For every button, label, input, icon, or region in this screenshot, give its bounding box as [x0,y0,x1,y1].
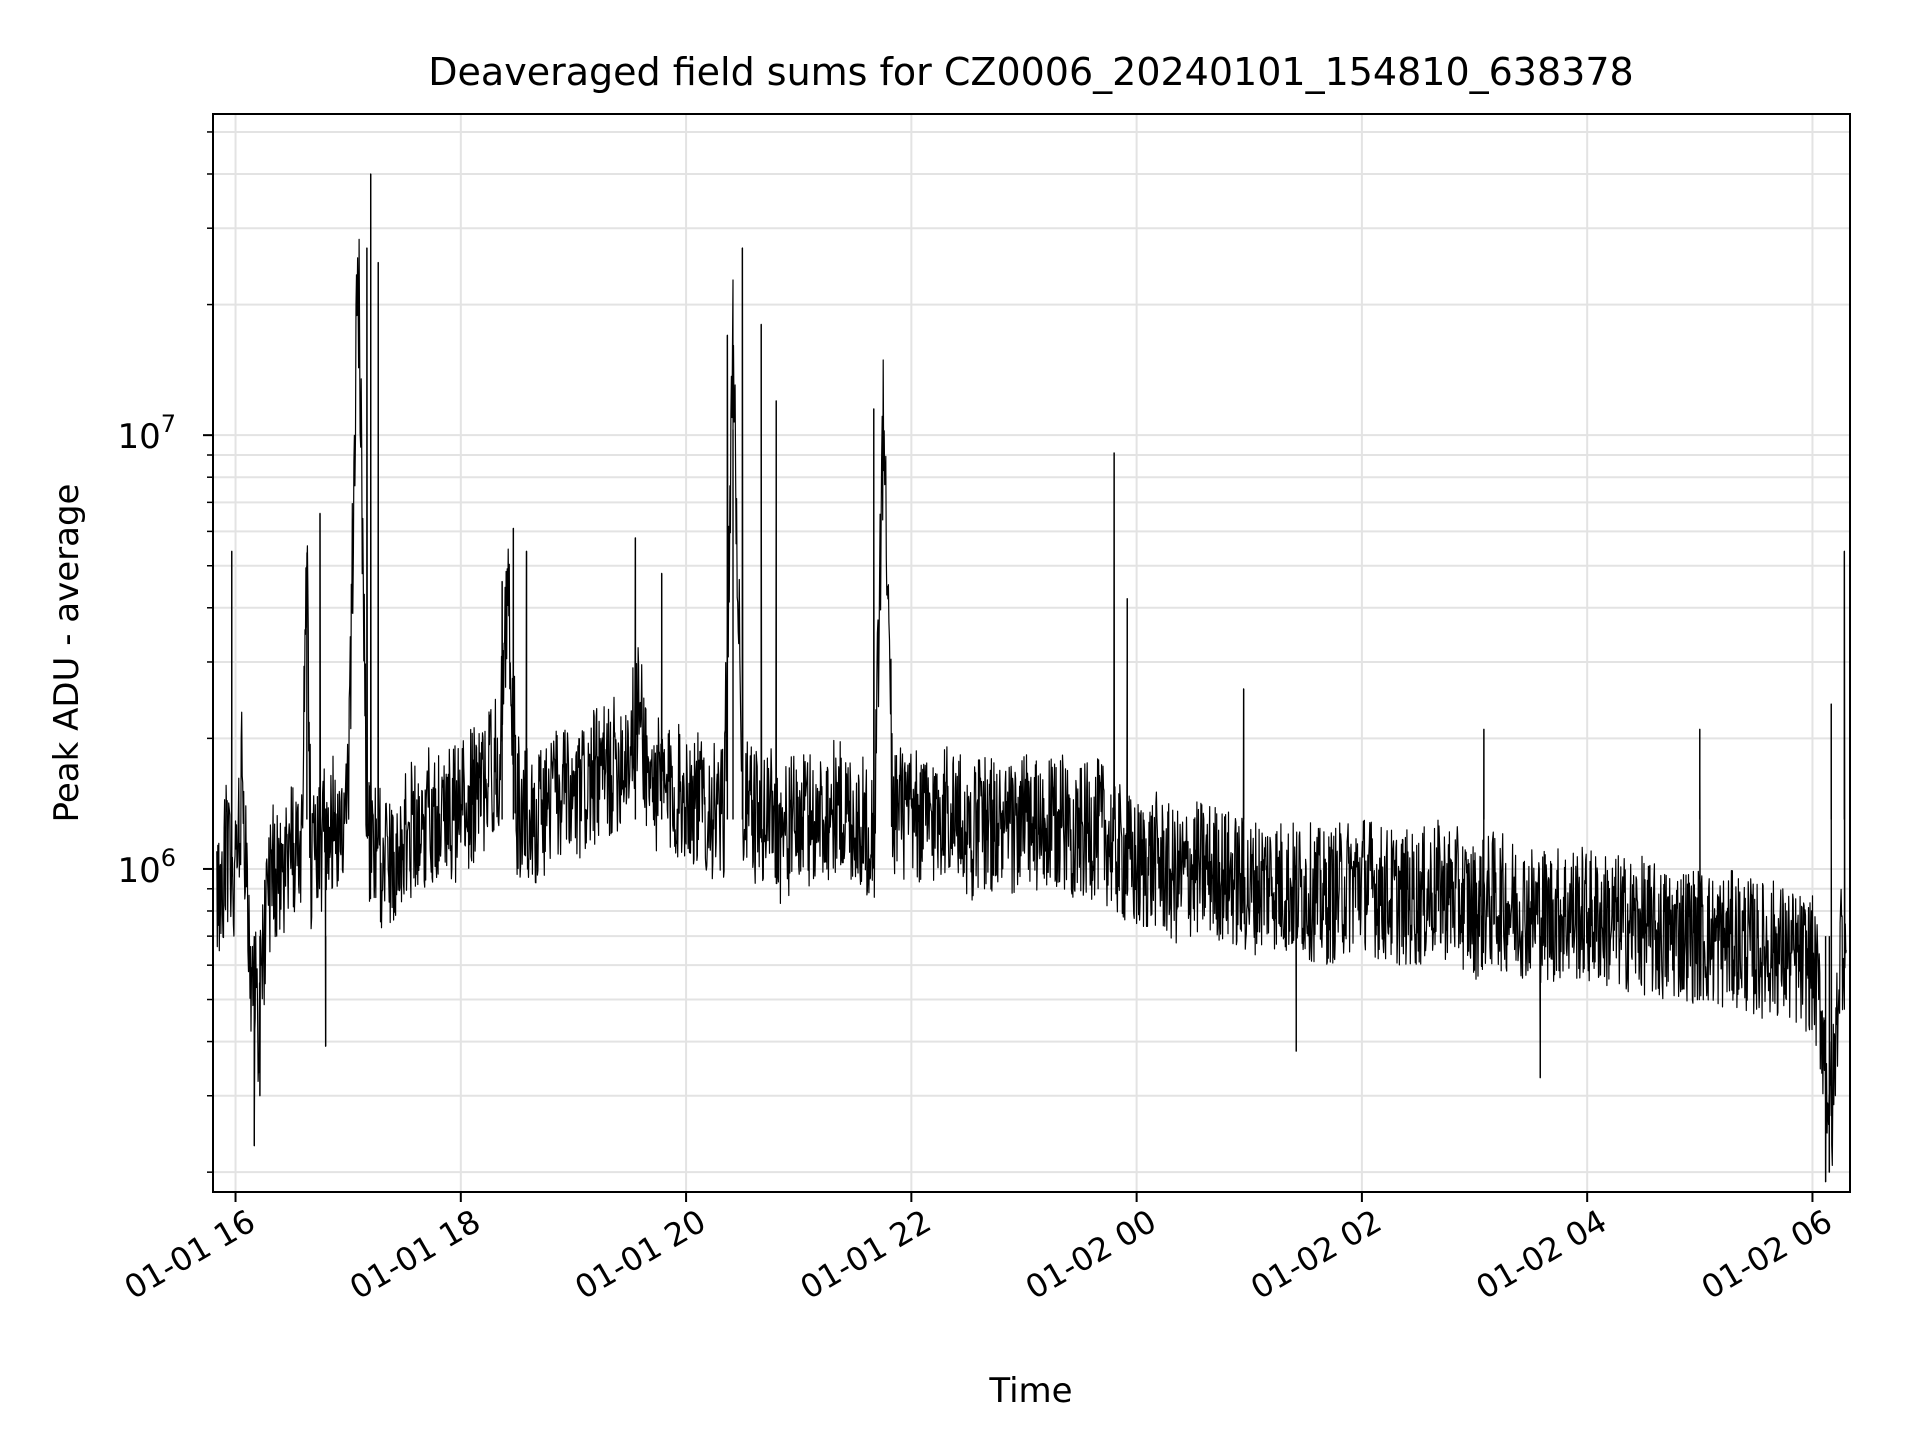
y-tick-label-base: 10 [117,417,160,457]
y-axis-label: Peak ADU - average [47,484,87,823]
y-tick-label-exponent: 7 [161,410,176,438]
y-tick-label: 107 [117,410,176,457]
x-axis-label: Time [988,1371,1072,1411]
series-line [216,173,1847,1183]
y-tick-label: 106 [117,844,176,891]
series-layer [216,173,1847,1183]
chart-title: Deaveraged field sums for CZ0006_2024010… [428,50,1633,94]
grid [213,114,1850,1192]
y-tick-label-base: 10 [117,851,160,891]
plot-frame [212,113,1851,1193]
y-tick-label-exponent: 6 [161,844,176,872]
